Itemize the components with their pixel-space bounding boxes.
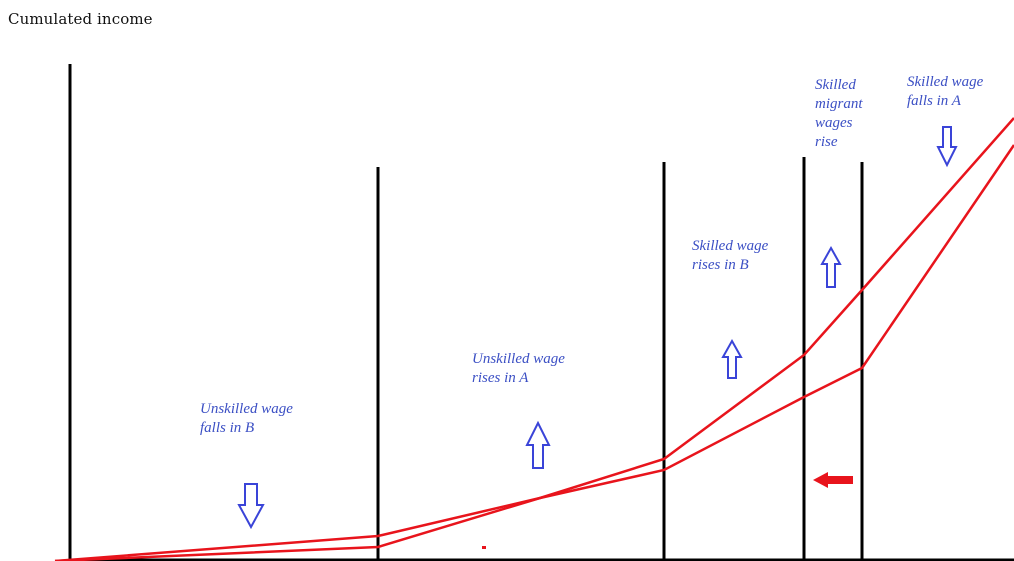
shift-arrow-left-icon — [813, 472, 853, 488]
income-curve-lower — [54, 144, 1014, 561]
arrow-down-icon — [936, 126, 958, 168]
arrow-up-icon — [721, 338, 743, 379]
red-dot — [482, 546, 486, 549]
income-curve-upper — [54, 117, 1014, 561]
arrow-down-icon — [237, 483, 265, 530]
annotation-skilled-rises-b: Skilled wage rises in B — [692, 238, 769, 273]
annotation-skilled-migrant-rise: Skilled migrant wages rise — [815, 77, 863, 150]
annotation-skilled-falls-a: Skilled wage falls in A — [907, 74, 984, 109]
diagram-title: Cumulated income — [8, 10, 153, 28]
arrow-up-icon — [525, 420, 551, 469]
arrow-up-icon — [820, 245, 842, 288]
annotation-unskilled-falls-b: Unskilled wage falls in B — [200, 401, 293, 436]
annotation-unskilled-rises-a: Unskilled wage rises in A — [472, 351, 565, 386]
